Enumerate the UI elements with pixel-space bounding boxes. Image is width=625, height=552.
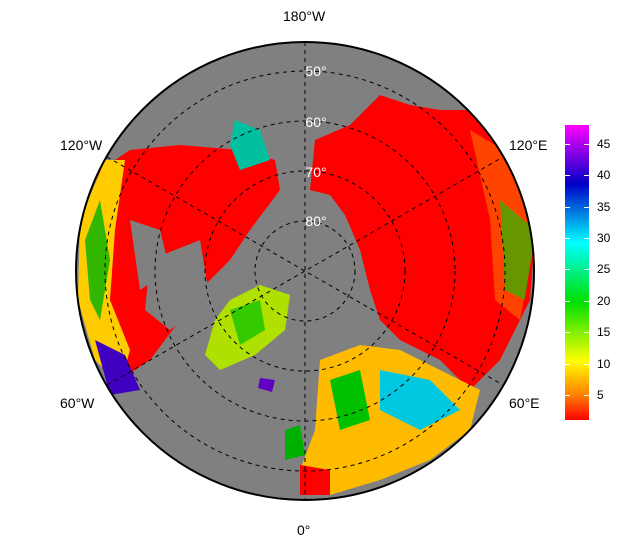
meridian-label-top: 180°W <box>283 8 326 24</box>
colorbar-tick-mark <box>584 269 589 271</box>
meridian-label-upper-left: 120°W <box>60 137 103 153</box>
colorbar-tick-mark <box>565 300 570 302</box>
colorbar-tick-mark <box>565 332 570 334</box>
colorbar-tick-mark <box>584 332 589 334</box>
colorbar-tick-label: 25 <box>597 262 611 277</box>
colorbar-tick-mark <box>584 394 589 396</box>
colorbar-tick-label: 40 <box>597 168 611 183</box>
colorbar-tick-mark <box>584 175 589 177</box>
colorbar-tick-label: 30 <box>597 230 611 245</box>
graticule <box>104 42 506 500</box>
colorbar-tick-mark <box>565 269 570 271</box>
map-border <box>75 41 535 501</box>
lat-label-70: 70° <box>305 164 326 180</box>
colorbar-tick-mark <box>584 143 589 145</box>
colorbar-tick-mark <box>565 363 570 365</box>
colorbar-tick-mark <box>565 143 570 145</box>
colorbar-tick-label: 35 <box>597 199 611 214</box>
colorbar-tick-label: 10 <box>597 356 611 371</box>
lat-label-60: 60° <box>305 114 326 130</box>
colorbar-tick-mark <box>584 300 589 302</box>
colorbar-tick-mark <box>565 394 570 396</box>
colorbar-tick-mark <box>565 175 570 177</box>
lat-label-80: 80° <box>305 213 326 229</box>
meridian-label-upper-right: 120°E <box>509 137 548 153</box>
colorbar-tick-label: 5 <box>597 387 604 402</box>
colorbar <box>565 125 589 420</box>
meridian-label-bottom: 0° <box>297 522 311 538</box>
colorbar-tick-mark <box>565 237 570 239</box>
lat-label-50: 50° <box>305 63 326 79</box>
colorbar-tick-label: 45 <box>597 136 611 151</box>
colorbar-tick-mark <box>565 206 570 208</box>
colorbar-tick-mark <box>584 363 589 365</box>
colorbar-tick-mark <box>584 206 589 208</box>
colorbar-tick-label: 15 <box>597 325 611 340</box>
meridian-label-lower-right: 60°E <box>509 395 540 411</box>
meridian-label-lower-left: 60°W <box>60 395 95 411</box>
land-data <box>78 95 534 495</box>
colorbar-tick-label: 20 <box>597 293 611 308</box>
colorbar-tick-mark <box>584 237 589 239</box>
